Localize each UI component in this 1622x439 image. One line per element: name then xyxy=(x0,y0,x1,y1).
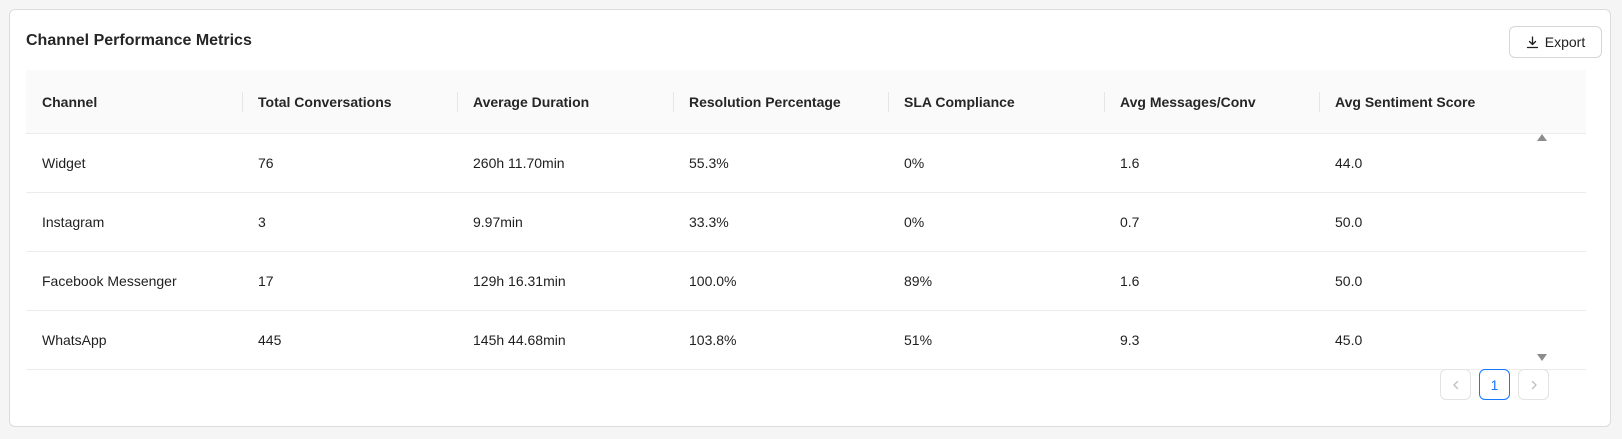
table-cell: 0% xyxy=(904,214,925,230)
table-cell: 129h 16.31min xyxy=(473,273,566,289)
chevron-right-icon xyxy=(1531,380,1537,389)
column-header-average-duration[interactable]: Average Duration xyxy=(457,70,673,134)
metrics-table: Channel Total Conversations Average Dura… xyxy=(26,70,1586,378)
table-cell: Facebook Messenger xyxy=(42,273,177,289)
table-header: Channel Total Conversations Average Dura… xyxy=(26,70,1586,134)
table-cell: 89% xyxy=(904,273,933,289)
scroll-up-arrow-icon[interactable] xyxy=(1537,134,1547,141)
channel-performance-card: Channel Performance Metrics Export Chann… xyxy=(9,9,1611,427)
table-cell: Instagram xyxy=(42,214,105,230)
column-header-channel[interactable]: Channel xyxy=(42,94,98,110)
table-cell: 103.8% xyxy=(689,332,737,348)
table-cell: Widget xyxy=(42,155,86,171)
table-cell: 50.0 xyxy=(1335,273,1363,289)
table-row: Instagram 3 9.97min 33.3% 0% 0.7 50.0 xyxy=(26,193,1586,252)
table-cell: 100.0% xyxy=(689,273,737,289)
table-cell: 145h 44.68min xyxy=(473,332,566,348)
table-row: Widget 76 260h 11.70min 55.3% 0% 1.6 44.… xyxy=(26,134,1586,193)
table-cell: 50.0 xyxy=(1335,214,1363,230)
next-page-button[interactable] xyxy=(1518,369,1549,400)
table-scrollbar[interactable] xyxy=(1534,70,1550,361)
chevron-left-icon xyxy=(1452,380,1458,389)
pagination: 1 xyxy=(1440,369,1549,400)
column-header-total-conversations[interactable]: Total Conversations xyxy=(242,70,457,134)
table-cell: 51% xyxy=(904,332,933,348)
table-cell: 9.97min xyxy=(473,214,523,230)
table-cell: 55.3% xyxy=(689,155,729,171)
card-title: Channel Performance Metrics xyxy=(26,32,252,49)
table-cell: 0% xyxy=(904,155,925,171)
table-cell: 260h 11.70min xyxy=(473,155,565,171)
table-cell: 3 xyxy=(258,214,266,230)
column-header-resolution-percentage[interactable]: Resolution Percentage xyxy=(673,70,888,134)
table-row: Facebook Messenger 17 129h 16.31min 100.… xyxy=(26,252,1586,311)
table-cell: 445 xyxy=(258,332,282,348)
column-header-sla-compliance[interactable]: SLA Compliance xyxy=(888,70,1104,134)
table-cell: 9.3 xyxy=(1120,332,1140,348)
export-button[interactable]: Export xyxy=(1509,26,1602,58)
table-cell: 17 xyxy=(258,273,274,289)
download-icon xyxy=(1526,35,1539,49)
scroll-down-arrow-icon[interactable] xyxy=(1537,354,1547,361)
table-row: WhatsApp 445 145h 44.68min 103.8% 51% 9.… xyxy=(26,311,1586,370)
table-cell: WhatsApp xyxy=(42,332,107,348)
table-cell: 45.0 xyxy=(1335,332,1363,348)
table-cell: 1.6 xyxy=(1120,273,1140,289)
table-cell: 1.6 xyxy=(1120,155,1140,171)
table-cell: 0.7 xyxy=(1120,214,1140,230)
table-cell: 33.3% xyxy=(689,214,729,230)
column-header-avg-sentiment[interactable]: Avg Sentiment Score xyxy=(1319,70,1535,134)
table-cell: 76 xyxy=(258,155,274,171)
export-label: Export xyxy=(1544,34,1586,50)
page-number-button[interactable]: 1 xyxy=(1479,369,1510,400)
column-header-avg-messages[interactable]: Avg Messages/Conv xyxy=(1104,70,1319,134)
table-body: Widget 76 260h 11.70min 55.3% 0% 1.6 44.… xyxy=(26,134,1586,370)
table-cell: 44.0 xyxy=(1335,155,1363,171)
prev-page-button[interactable] xyxy=(1440,369,1471,400)
